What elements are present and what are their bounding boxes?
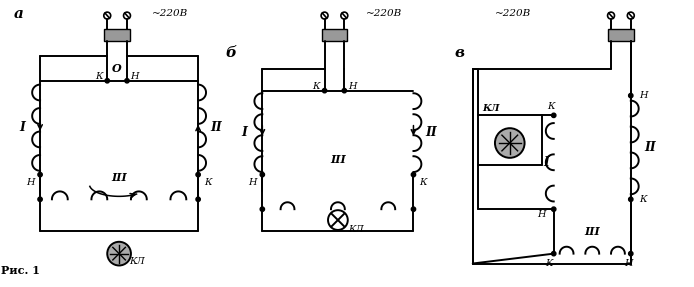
Text: ~220В: ~220В [152,9,188,18]
Circle shape [196,197,201,201]
Circle shape [629,93,633,98]
Circle shape [108,242,131,265]
Text: III: III [111,172,127,183]
Text: II: II [645,141,657,154]
Circle shape [38,172,42,177]
Text: К: К [547,102,555,111]
Circle shape [260,207,264,211]
Bar [104,29,130,41]
Text: II: II [210,121,222,134]
Text: Н: Н [348,82,357,91]
Text: КЛ: КЛ [482,104,500,113]
Text: ~220В: ~220В [494,9,531,18]
Circle shape [495,128,525,158]
Text: К: К [638,195,646,204]
Text: К: К [96,72,103,81]
Circle shape [629,251,633,256]
Circle shape [552,207,556,211]
Circle shape [552,113,556,117]
Text: Н: Н [26,178,35,187]
Circle shape [105,79,110,83]
Text: КЛ: КЛ [348,225,364,234]
Text: КЛ: КЛ [129,257,144,266]
Text: Н: Н [625,259,633,268]
Text: К: К [312,82,319,91]
Text: I: I [19,121,25,134]
Text: III: III [584,226,600,237]
Text: Н: Н [248,178,257,187]
Circle shape [323,88,327,93]
Text: а: а [13,7,24,21]
Text: б: б [226,46,236,60]
Bar [608,29,634,41]
Text: К: К [204,178,212,187]
Text: К: К [420,178,427,187]
Text: Н: Н [638,91,648,100]
Text: К: К [545,259,552,268]
Text: II: II [425,126,437,139]
Text: Н: Н [130,72,139,81]
Circle shape [38,197,42,201]
Bar [321,29,347,41]
Text: Рис. 1: Рис. 1 [1,265,40,276]
Circle shape [412,172,416,177]
Circle shape [412,207,416,211]
Text: I: I [543,156,549,169]
Circle shape [552,251,556,256]
Circle shape [629,197,633,201]
Circle shape [260,172,264,177]
Circle shape [125,79,129,83]
Text: Н: Н [538,210,546,219]
Circle shape [342,88,346,93]
Text: III: III [330,154,346,165]
Text: I: I [242,126,248,139]
Text: ~220В: ~220В [366,9,403,18]
Text: О: О [112,63,122,74]
Text: в: в [455,46,465,60]
Circle shape [196,172,201,177]
